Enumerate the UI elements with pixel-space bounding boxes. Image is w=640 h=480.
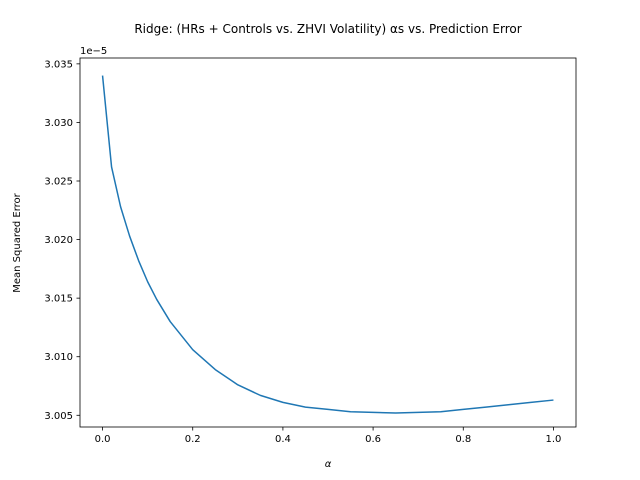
- y-tick-label: 3.025: [44, 177, 73, 188]
- series-line-0: [101, 75, 554, 414]
- y-axis-label: Mean Squared Error: [12, 192, 23, 292]
- axes-frame: [79, 57, 577, 428]
- y-tick-label: 3.015: [44, 294, 73, 305]
- y-tick-label: 3.005: [44, 411, 73, 422]
- x-tick-label: 1.0: [546, 434, 562, 445]
- x-tick-label: 0.4: [275, 434, 291, 445]
- y-tick-label: 3.010: [44, 352, 73, 363]
- x-tick-label: 0.8: [455, 434, 471, 445]
- x-tick-label: 0.6: [365, 434, 381, 445]
- y-tick-label: 3.020: [44, 235, 73, 246]
- y-tick-label: 3.035: [44, 59, 73, 70]
- x-axis-label: α: [325, 459, 332, 470]
- x-tick-label: 0.0: [95, 434, 111, 445]
- plot-area: 0.0 0.2 0.4 0.6 0.8 1.0 3.005 3.010 3.015 3.020 3.…: [44, 57, 577, 445]
- chart-title: Ridge: (HRs + Controls vs. ZHVI Volatili…: [134, 22, 521, 36]
- y-tick-label: 3.030: [44, 118, 73, 129]
- y-offset-text: 1e−5: [80, 46, 107, 57]
- x-tick-label: 0.2: [185, 434, 201, 445]
